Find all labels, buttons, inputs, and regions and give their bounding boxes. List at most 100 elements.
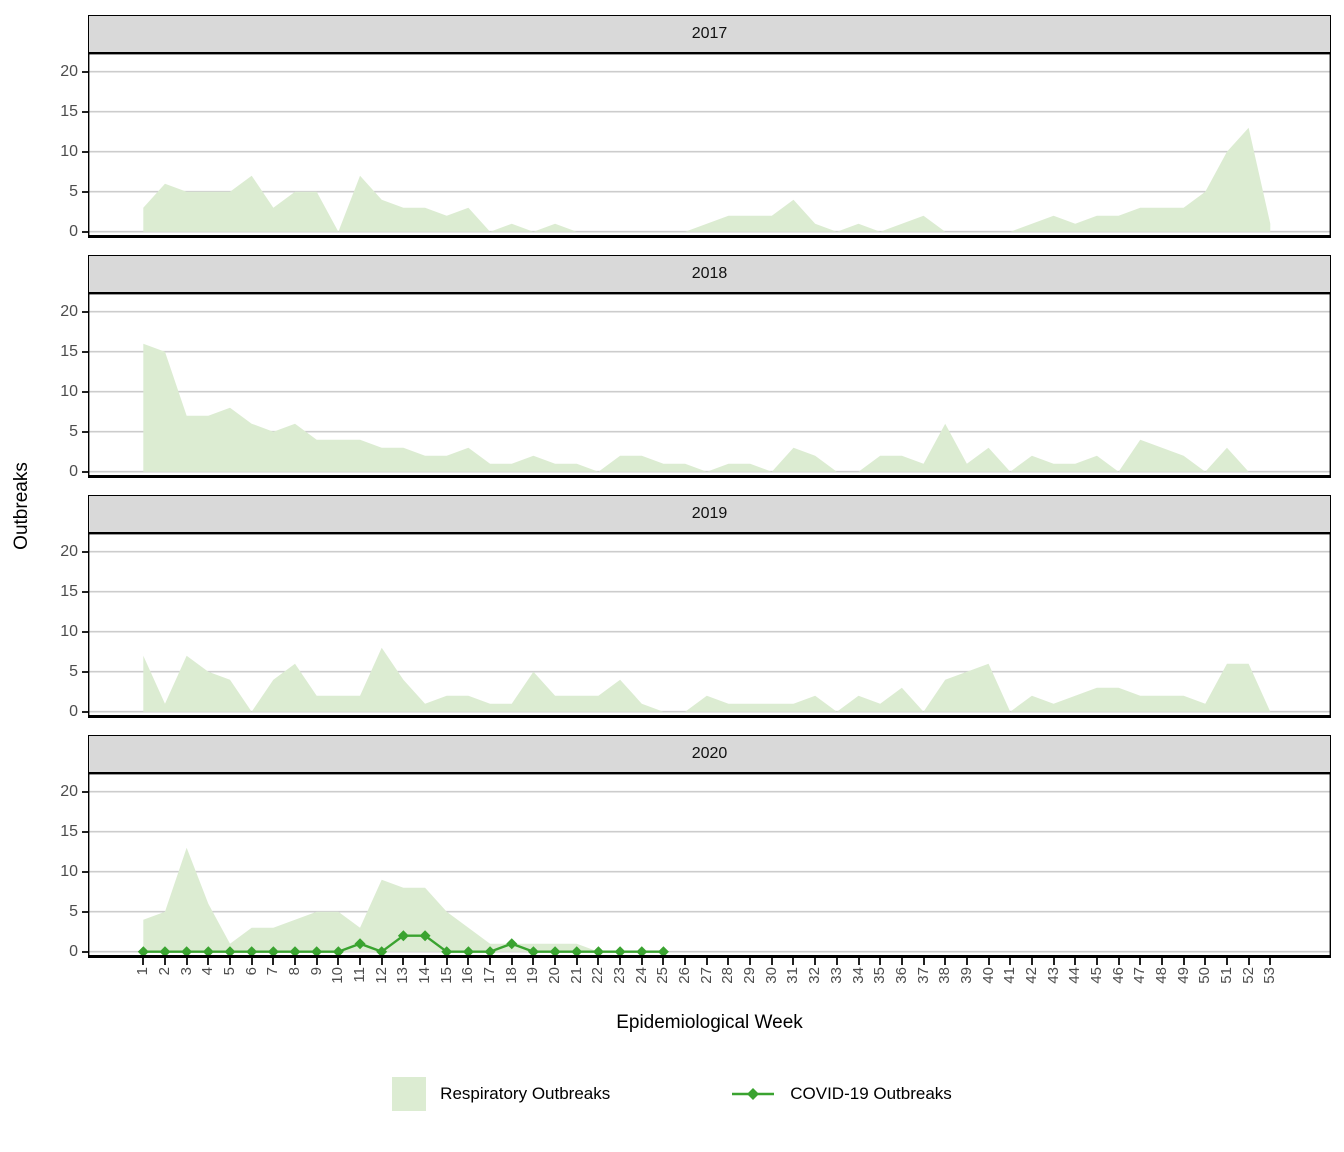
x-tick-mark-43 [1052,958,1055,965]
x-axis-title: Epidemiological Week [616,1012,803,1033]
y-tick-mark [82,790,88,793]
x-tick-label-20: 20 [546,967,564,984]
x-tick-label-38: 38 [936,967,954,984]
covid-line-marker-icon [732,1088,775,1100]
y-tick-mark [82,910,88,913]
x-tick-label-28: 28 [719,967,737,984]
x-tick-label-12: 12 [372,967,390,984]
x-tick-label-51: 51 [1217,967,1235,984]
y-tick-mark [82,710,88,713]
legend-item-covid: COVID-19 Outbreaks [730,1084,952,1104]
legend-label-covid: COVID-19 Outbreaks [790,1084,952,1103]
legend-label-respiratory: Respiratory Outbreaks [440,1084,611,1103]
covid-point-w24 [636,946,648,958]
y-tick-mark [82,630,88,633]
panel-2020 [88,773,1331,958]
x-tick-mark-10 [337,958,340,965]
y-tick-mark [82,310,88,313]
x-tick-mark-32 [814,958,817,965]
x-tick-mark-53 [1269,958,1272,965]
x-tick-mark-21 [575,958,578,965]
x-tick-label-19: 19 [524,967,542,984]
covid-point-w9 [311,946,323,958]
covid-point-w5 [224,946,236,958]
facet-strip-2018: 2018 [88,255,1331,293]
x-tick-label-14: 14 [416,967,434,984]
panel-2017 [88,53,1331,238]
y-tick-mark [82,590,88,593]
legend: Respiratory Outbreaks COVID-19 Outbreaks [0,1072,1344,1116]
facet-strip-2020: 2020 [88,735,1331,773]
respiratory-area-swatch [392,1077,427,1111]
facet-strip-label: 2020 [691,745,728,762]
y-tick-label-2017-0: 0 [69,222,78,240]
y-tick-label-2018-10: 10 [60,382,78,400]
x-tick-mark-35 [879,958,882,965]
x-tick-mark-2 [163,958,166,965]
x-tick-mark-40 [987,958,990,965]
x-tick-mark-1 [142,958,145,965]
y-tick-label-2018-20: 20 [60,302,78,320]
covid-point-w7 [267,946,279,958]
respiratory-area-2019 [143,647,1271,712]
x-tick-mark-13 [402,958,405,965]
covid-point-w20 [549,946,561,958]
x-tick-label-24: 24 [632,967,650,984]
x-tick-mark-31 [792,958,795,965]
x-tick-label-6: 6 [242,967,260,976]
y-axis-title: Outbreaks [11,462,32,550]
y-tick-mark [82,390,88,393]
x-tick-label-13: 13 [394,967,412,984]
x-tick-label-16: 16 [459,967,477,984]
covid-key-diamond [747,1088,760,1100]
x-tick-mark-7 [272,958,275,965]
y-tick-label-2020-20: 20 [60,782,78,800]
x-tick-label-39: 39 [957,967,975,984]
x-tick-label-18: 18 [502,967,520,984]
x-tick-label-17: 17 [481,967,499,984]
y-tick-label-2019-0: 0 [69,702,78,720]
covid-point-w16 [462,946,474,958]
x-tick-mark-19 [532,958,535,965]
x-tick-label-37: 37 [914,967,932,984]
y-tick-label-2020-15: 15 [60,822,78,840]
y-tick-mark [82,150,88,153]
x-tick-mark-26 [684,958,687,965]
covid-point-w17 [484,946,496,958]
x-tick-label-10: 10 [329,967,347,984]
x-tick-label-26: 26 [676,967,694,984]
y-tick-label-2018-15: 15 [60,342,78,360]
x-tick-mark-25 [662,958,665,965]
x-tick-mark-39 [965,958,968,965]
x-tick-label-2: 2 [155,967,173,976]
y-tick-mark [82,230,88,233]
x-tick-label-50: 50 [1196,967,1214,984]
panel-2019 [88,533,1331,718]
y-tick-mark [82,190,88,193]
x-tick-label-31: 31 [784,967,802,984]
covid-point-w10 [332,946,344,958]
x-tick-label-15: 15 [437,967,455,984]
x-tick-mark-12 [380,958,383,965]
x-tick-mark-28 [727,958,730,965]
x-tick-mark-38 [944,958,947,965]
x-tick-mark-27 [705,958,708,965]
covid-point-w12 [376,946,388,958]
x-tick-mark-37 [922,958,925,965]
x-tick-mark-18 [510,958,513,965]
x-tick-label-25: 25 [654,967,672,984]
covid-point-w11 [354,938,366,950]
facet-strip-label: 2018 [691,265,728,282]
x-tick-label-36: 36 [892,967,910,984]
covid-point-w23 [614,946,626,958]
x-tick-mark-24 [640,958,643,965]
covid-point-w22 [592,946,604,958]
x-tick-mark-6 [250,958,253,965]
x-tick-label-8: 8 [286,967,303,976]
respiratory-area-2020 [143,847,664,952]
facet-strip-2019: 2019 [88,495,1331,533]
covid-point-w13 [397,930,409,942]
y-tick-mark [82,830,88,833]
x-tick-mark-22 [597,958,600,965]
covid-point-w4 [202,946,214,958]
